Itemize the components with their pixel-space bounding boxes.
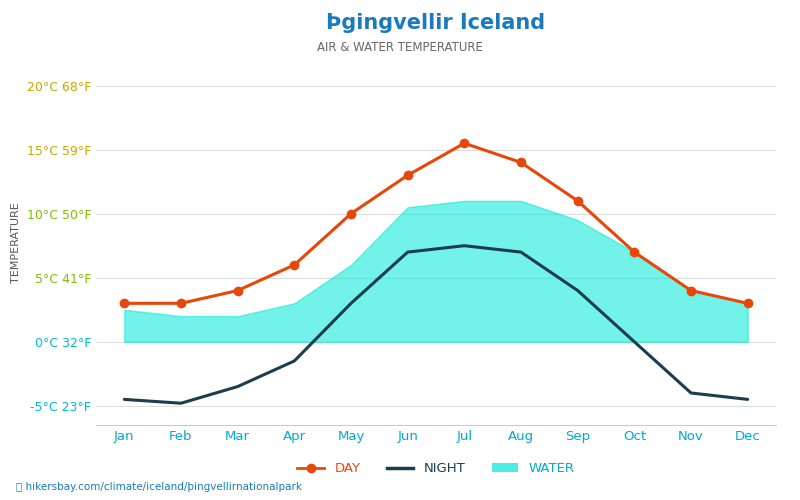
Title: Þgingvellir Iceland: Þgingvellir Iceland: [326, 14, 546, 34]
Legend: DAY, NIGHT, WATER: DAY, NIGHT, WATER: [292, 457, 580, 480]
Text: 🟡 hikersbay.com/climate/iceland/þingvellirnationalpark: 🟡 hikersbay.com/climate/iceland/þingvell…: [16, 482, 302, 492]
Text: AIR & WATER TEMPERATURE: AIR & WATER TEMPERATURE: [317, 41, 483, 54]
Y-axis label: TEMPERATURE: TEMPERATURE: [11, 202, 21, 283]
